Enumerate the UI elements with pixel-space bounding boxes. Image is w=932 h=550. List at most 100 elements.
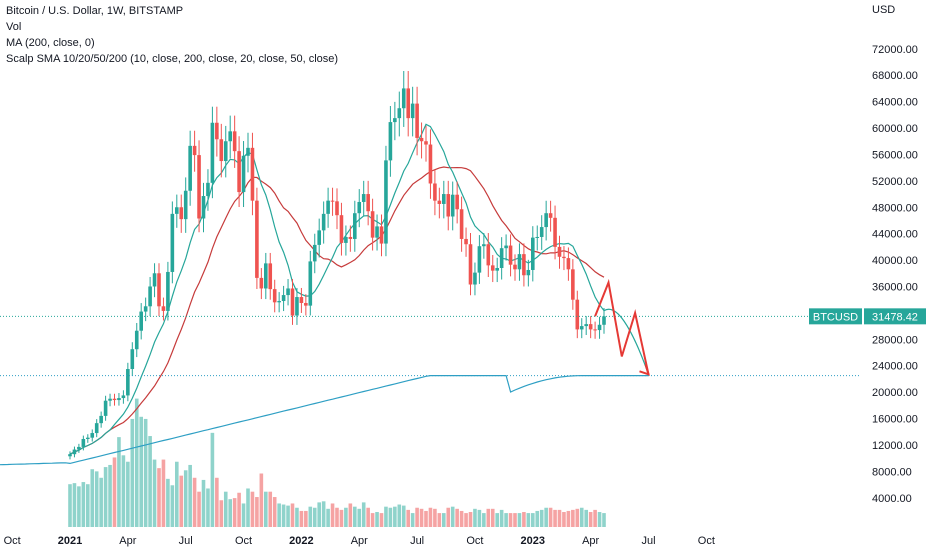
candle bbox=[602, 308, 606, 334]
candle bbox=[268, 252, 273, 300]
candle bbox=[535, 225, 540, 251]
candle-body bbox=[330, 200, 335, 202]
volume-bar bbox=[464, 513, 468, 527]
candle-body bbox=[335, 201, 339, 216]
candle-body bbox=[433, 183, 437, 201]
candle bbox=[553, 205, 557, 260]
volume-bar bbox=[170, 485, 175, 527]
candle-body bbox=[361, 194, 366, 202]
volume-bar bbox=[539, 509, 544, 527]
volume-bar bbox=[401, 505, 406, 527]
candle bbox=[446, 180, 451, 231]
volume-bar bbox=[548, 507, 553, 527]
candle bbox=[281, 285, 286, 312]
volume-bar bbox=[68, 484, 72, 527]
y-tick-label: 8000.00 bbox=[872, 466, 912, 478]
volume-bar bbox=[433, 508, 437, 527]
candle-body bbox=[161, 306, 166, 311]
candle-body bbox=[526, 269, 531, 276]
volume-bar bbox=[419, 508, 424, 527]
candle-body bbox=[490, 265, 495, 271]
candle bbox=[210, 106, 215, 199]
y-tick-label: 60000.00 bbox=[872, 123, 918, 135]
candle bbox=[99, 411, 103, 428]
sma-20-line bbox=[69, 166, 605, 455]
candlesticks bbox=[68, 70, 606, 460]
volume-bar bbox=[250, 491, 255, 527]
candle-body bbox=[477, 246, 482, 273]
candle bbox=[588, 316, 593, 339]
candle bbox=[295, 287, 299, 325]
volume-bar bbox=[228, 499, 232, 527]
volume-bar bbox=[86, 484, 90, 527]
candle bbox=[112, 393, 117, 406]
candle-body bbox=[121, 395, 126, 399]
price-badge bbox=[864, 308, 926, 325]
candle bbox=[219, 123, 224, 178]
ma-indicator-label[interactable]: MA (200, close, 0) bbox=[6, 37, 95, 49]
scalp-sma-indicator-label[interactable]: Scalp SMA 10/20/50/200 (10, close, 200, … bbox=[6, 53, 339, 65]
candle-body bbox=[353, 213, 357, 239]
candle bbox=[370, 198, 375, 251]
volume-bar bbox=[450, 506, 455, 527]
volume-bar bbox=[526, 513, 531, 527]
x-tick-label: Oct bbox=[466, 535, 483, 547]
candle bbox=[455, 181, 459, 224]
candle-body bbox=[375, 226, 379, 238]
volume-bar bbox=[130, 418, 135, 527]
candle-body bbox=[495, 268, 499, 271]
volume-indicator-label[interactable]: Vol bbox=[6, 21, 22, 33]
x-tick-label: Jul bbox=[410, 535, 424, 547]
candle-body bbox=[312, 244, 317, 262]
volume-bar bbox=[531, 513, 535, 527]
volume-bar bbox=[379, 513, 384, 527]
candle bbox=[339, 202, 344, 256]
candle-body bbox=[401, 88, 406, 109]
candle-body bbox=[241, 155, 246, 193]
volume-bar bbox=[286, 505, 290, 527]
candle bbox=[206, 169, 210, 211]
volume-bar bbox=[281, 504, 286, 527]
current-price-label: BTCUSD 31478.42 bbox=[809, 308, 926, 325]
candle bbox=[335, 188, 339, 230]
candle-body bbox=[68, 454, 72, 457]
volume-bar bbox=[455, 508, 459, 527]
volume-bar bbox=[72, 483, 77, 527]
candle bbox=[117, 393, 121, 406]
y-axis-ticks: 72000.00 68000.00 64000.00 60000.00 56000.00… bbox=[872, 44, 918, 505]
candle bbox=[495, 257, 499, 283]
candle bbox=[428, 129, 433, 199]
chart-legend: Bitcoin / U.S. Dollar, 1W, BITSTAMP Vol … bbox=[6, 3, 338, 67]
volume-bar bbox=[584, 509, 588, 527]
candle-body bbox=[410, 103, 415, 119]
volume-bar bbox=[259, 473, 264, 527]
candle bbox=[357, 189, 362, 228]
candle bbox=[531, 226, 535, 282]
candle bbox=[366, 180, 370, 226]
candle-body bbox=[575, 299, 580, 330]
candle-body bbox=[455, 194, 459, 210]
volume-bar bbox=[557, 509, 562, 527]
candle-body bbox=[272, 289, 277, 303]
candle bbox=[504, 234, 508, 261]
candle bbox=[566, 247, 571, 281]
candle-body bbox=[281, 295, 286, 302]
candle-body bbox=[237, 151, 241, 193]
volume-bar bbox=[406, 509, 410, 527]
volume-bar bbox=[223, 491, 228, 527]
volume-bar bbox=[117, 437, 121, 527]
candle bbox=[90, 429, 95, 442]
volume-bar bbox=[504, 513, 508, 527]
y-tick-label: 28000.00 bbox=[872, 334, 918, 346]
candle-body bbox=[170, 213, 175, 272]
volume-bar bbox=[588, 512, 593, 527]
candle bbox=[121, 390, 126, 404]
volume-bar bbox=[321, 501, 326, 527]
candle bbox=[464, 227, 468, 257]
candle-body bbox=[593, 329, 597, 331]
volume-bar bbox=[415, 507, 419, 527]
candle bbox=[473, 262, 477, 296]
volume-bar bbox=[508, 513, 513, 527]
symbol-badge bbox=[809, 308, 862, 325]
